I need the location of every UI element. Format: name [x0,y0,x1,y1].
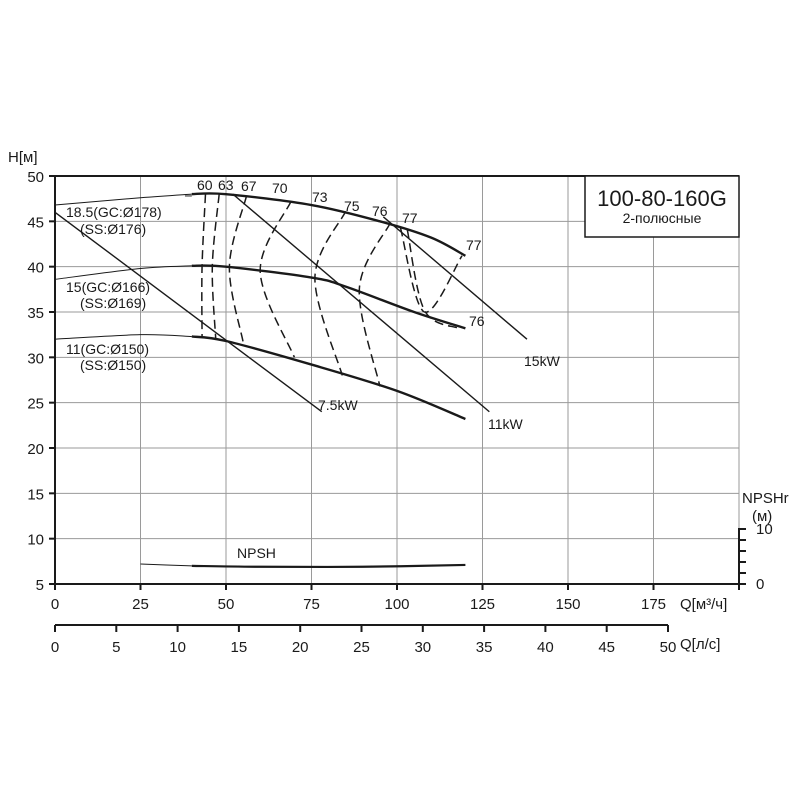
x-axis-label: Q[м³/ч] [680,596,727,613]
y-tick-label: 40 [27,260,44,277]
curve-label-11-ss: (SS:Ø150) [80,357,146,373]
x-tick-label: 150 [555,596,580,613]
y-tick-label: 25 [27,396,44,413]
eff-label-75: 75 [344,198,360,214]
y-tick-label: 15 [27,486,44,503]
y-tick-label: 50 [27,169,44,186]
chart-title: 100-80-160G [597,186,727,211]
y-tick-label: 20 [27,441,44,458]
x-tick-label: 50 [218,596,235,613]
power-line [232,193,490,413]
x2-tick-label: 0 [51,639,59,656]
y-axis-label: H[м] [8,149,37,166]
npsh-axis-unit: (м) [752,508,772,525]
x2-tick-label: 30 [414,639,431,656]
y-tick-label: 10 [27,532,44,549]
power-label-11kw: 11kW [488,416,524,432]
power-line [382,216,528,340]
x-tick-label: 125 [470,596,495,613]
efficiency-curve [399,227,463,313]
eff-label-77: 77 [402,210,418,226]
eff-label-73: 73 [312,189,328,205]
power-line [54,211,323,413]
head-curve [191,264,466,330]
curve-label-11: 11(GC:Ø150) [66,341,149,357]
x-tick-label: 25 [132,596,149,613]
eff-label-70: 70 [272,180,288,196]
x2-tick-label: 20 [292,639,309,656]
efficiency-curve [201,194,207,337]
npsh-tick-label: 0 [756,576,764,593]
curves [54,192,528,569]
x-tick-label: 75 [303,596,320,613]
x2-tick-label: 45 [598,639,615,656]
y-tick-label: 45 [27,214,44,231]
eff-label-60: 60 [197,177,213,193]
x2-tick-label: 40 [537,639,554,656]
head-curve-thin [54,193,192,206]
x2-tick-label: 25 [353,639,370,656]
eff-label-67: 67 [241,178,257,194]
curve-label-15: 15(GC:Ø166) [66,279,150,295]
y-tick-label: 30 [27,350,44,367]
x-tick-label: 100 [384,596,409,613]
grid [55,176,740,584]
npsh-curve-thin [140,563,192,567]
efficiency-curve [211,194,220,340]
efficiency-curve [358,222,391,387]
eff-label-76: 76 [372,203,388,219]
efficiency-curve [228,195,248,343]
head-curve [191,192,466,257]
head-curve-thin [54,334,192,340]
x-tick-label: 175 [641,596,666,613]
curve-label-18-5-ss: (SS:Ø176) [80,221,146,237]
npsh-tick-label: 10 [756,521,773,538]
curve-label-15-ss: (SS:Ø169) [80,295,146,311]
npsh-curve [191,563,466,569]
x2-tick-label: 35 [476,639,493,656]
npsh-axis-label: NPSHr [742,490,789,507]
x-tick-label: 0 [51,596,59,613]
x2-tick-label: 15 [231,639,248,656]
title-box [584,175,740,238]
curve-label-18-5: 18.5(GC:Ø178) [66,204,162,220]
efficiency-curve [406,229,459,330]
efficiency-curve [314,211,347,376]
y-tick-label: 5 [36,577,44,594]
head-curve-thin [54,265,192,280]
y-tick-label: 35 [27,305,44,322]
x2-tick-label: 50 [660,639,677,656]
power-label-15kw: 15kW [524,353,561,369]
power-label-7-5kw: 7.5kW [318,397,358,413]
efficiency-curve [259,201,296,358]
x2-tick-label: 5 [112,639,120,656]
eff-label-63: 63 [218,177,234,193]
eff-label-77-end: 77 [466,237,482,253]
npsh-curve-label: NPSH [237,545,276,561]
x2-axis-label: Q[л/с] [680,636,720,653]
chart-subtitle: 2-полюсные [623,210,702,226]
eff-label-76-end: 76 [469,313,485,329]
x2-tick-label: 10 [169,639,186,656]
